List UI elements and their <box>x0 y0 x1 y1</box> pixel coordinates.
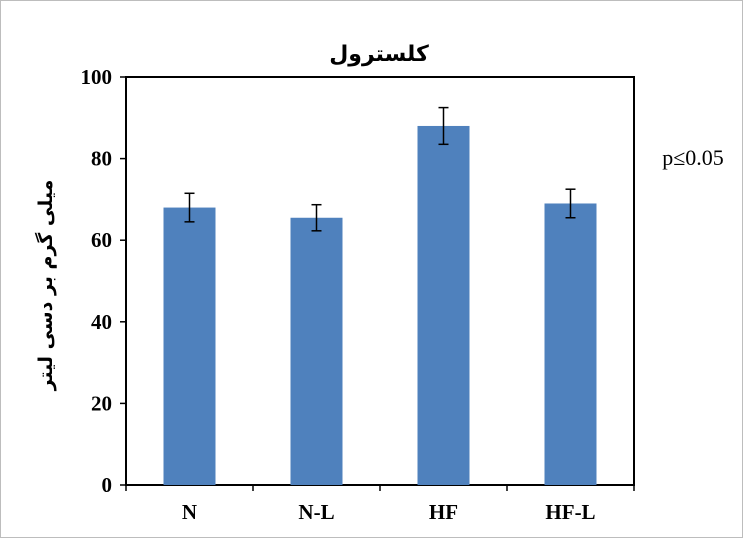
x-category-label: HF <box>429 500 458 524</box>
y-tick-label: 20 <box>91 391 112 415</box>
x-category-label: HF-L <box>545 500 595 524</box>
chart-title: کلسترول <box>329 42 429 67</box>
y-tick-label: 60 <box>91 228 112 252</box>
y-tick-label: 40 <box>91 310 112 334</box>
y-tick-label: 100 <box>81 65 113 89</box>
y-axis-label: میلی گرم بر دسی لیتر <box>34 180 57 392</box>
x-category-label: N <box>182 500 197 524</box>
x-category-label: N-L <box>298 500 334 524</box>
bar-hf <box>417 125 470 486</box>
bar-hf-l <box>544 203 597 486</box>
significance-annotation: p≤0.05 <box>662 145 724 170</box>
y-tick-label: 80 <box>91 147 112 171</box>
plot-area: 0 20 40 60 80 100 N N-L HF HF-L <box>81 65 635 524</box>
bar-n-l <box>290 217 343 485</box>
y-tick-label: 0 <box>102 473 113 497</box>
bar-n <box>163 207 216 485</box>
